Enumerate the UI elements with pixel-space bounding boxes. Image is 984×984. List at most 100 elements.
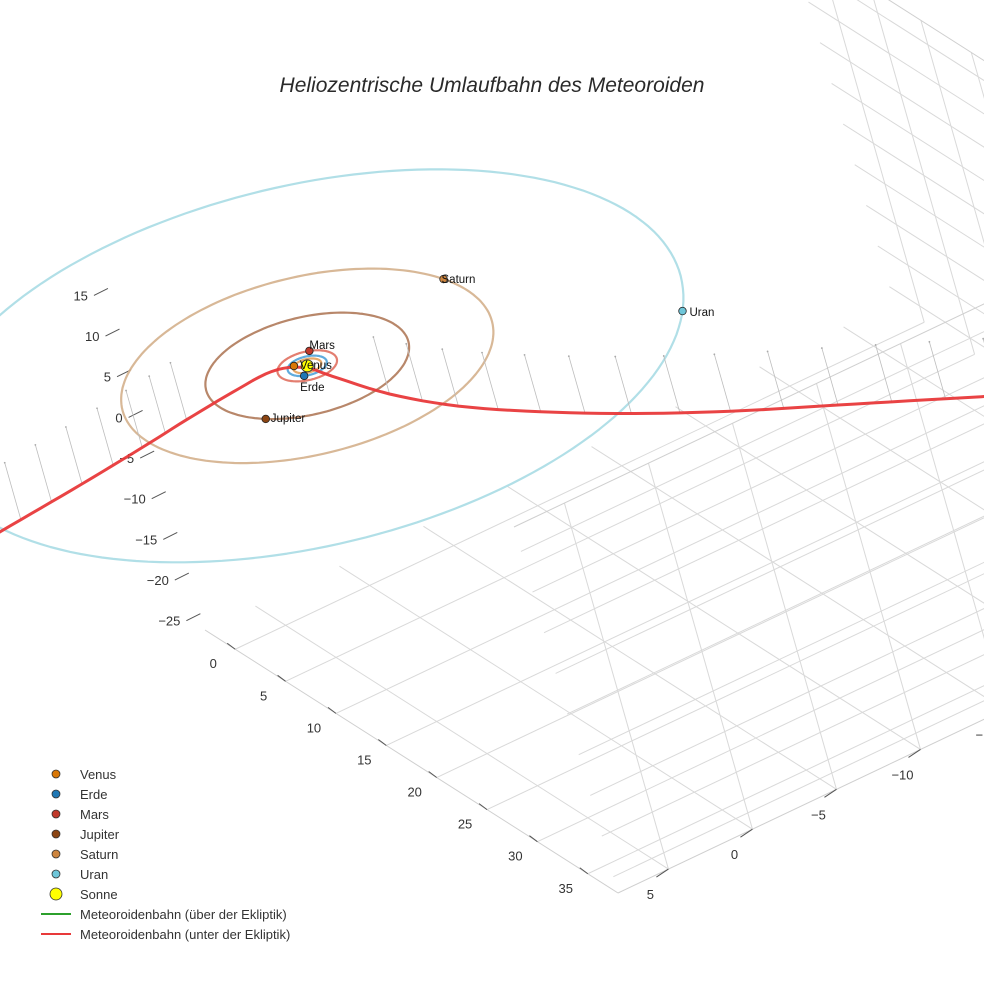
legend-item[interactable]: Jupiter bbox=[38, 824, 290, 844]
legend-item[interactable]: Saturn bbox=[38, 844, 290, 864]
back-wall-grid-line bbox=[601, 654, 984, 837]
box-edge bbox=[204, 629, 619, 894]
x-tick-label: 0 bbox=[210, 656, 217, 671]
back-wall-grid-line bbox=[578, 561, 984, 756]
z-tick-label: 15 bbox=[73, 288, 87, 303]
x-tick-label: 10 bbox=[307, 720, 321, 735]
legend[interactable]: Venus Erde Mars Jupiter Saturn Uran Sonne Meteo… bbox=[38, 764, 290, 944]
side-wall-grid-line bbox=[865, 204, 984, 281]
floor-grid-line bbox=[423, 525, 837, 790]
drop-line bbox=[170, 362, 187, 420]
drop-line bbox=[34, 444, 52, 502]
floor-grid-line bbox=[507, 486, 921, 750]
legend-line-icon bbox=[38, 924, 76, 944]
drop-line-cap bbox=[523, 353, 526, 356]
drop-line-cap bbox=[928, 340, 931, 343]
floor-grid-line bbox=[591, 446, 984, 698]
legend-item[interactable]: Mars bbox=[38, 804, 290, 824]
x-tick bbox=[378, 739, 387, 746]
drop-line bbox=[148, 376, 166, 434]
legend-item[interactable]: Erde bbox=[38, 784, 290, 804]
planet-label: Saturn bbox=[442, 274, 476, 286]
legend-marker-icon bbox=[38, 824, 76, 844]
drop-line-cap bbox=[567, 355, 570, 358]
z-tick-label: 0 bbox=[115, 410, 122, 425]
legend-marker-icon bbox=[38, 884, 76, 904]
floor-grid-line bbox=[486, 573, 984, 811]
planet-mars bbox=[305, 346, 314, 356]
back-wall-grid-line bbox=[613, 700, 984, 878]
y-tick-label: −15 bbox=[975, 728, 984, 743]
legend-label: Sonne bbox=[80, 886, 118, 902]
side-wall-grid-line bbox=[877, 245, 984, 315]
x-tick bbox=[327, 706, 337, 714]
y-tick-label: −10 bbox=[891, 767, 913, 782]
data-layer: Venus Erde Mars Jupiter Saturn Uran bbox=[0, 168, 984, 564]
floor-grid-line bbox=[235, 321, 925, 650]
legend-item[interactable]: Meteoroidenbahn (über der Ekliptik) bbox=[38, 904, 290, 924]
x-tick bbox=[428, 771, 437, 778]
floor-grid-line bbox=[843, 326, 984, 417]
planet-uran bbox=[678, 306, 687, 316]
z-tick bbox=[105, 328, 120, 337]
back-wall-grid-line bbox=[731, 423, 837, 790]
planet-jupiter bbox=[261, 414, 270, 424]
legend-label: Saturn bbox=[80, 846, 119, 862]
legend-label: Venus bbox=[80, 766, 117, 782]
orbit-mars bbox=[276, 349, 339, 383]
x-tick-label: 20 bbox=[407, 785, 421, 800]
side-wall-grid-line bbox=[873, 0, 976, 355]
side-wall-grid-line bbox=[856, 0, 984, 82]
box-edge bbox=[888, 0, 984, 62]
drop-line bbox=[125, 390, 143, 448]
legend-item[interactable]: Venus bbox=[38, 764, 290, 784]
drop-line-cap bbox=[3, 461, 6, 464]
drop-line bbox=[568, 356, 586, 414]
side-wall-grid-line bbox=[819, 42, 984, 148]
x-tick-label: 25 bbox=[458, 817, 472, 832]
drop-line bbox=[405, 343, 423, 401]
drop-line-cap bbox=[481, 351, 483, 354]
back-wall-grid-line bbox=[532, 377, 984, 593]
drop-line-cap bbox=[372, 336, 375, 338]
x-tick bbox=[579, 867, 589, 875]
drop-line bbox=[875, 344, 893, 402]
drop-line-cap bbox=[766, 350, 769, 353]
floor-grid-line bbox=[339, 565, 753, 830]
y-tick-label: −5 bbox=[811, 807, 826, 822]
side-wall-grid-line bbox=[842, 123, 984, 215]
axis-layer: 05101520253035−30−25−20−15−10−505−25−20−… bbox=[73, 287, 984, 902]
drop-line-cap bbox=[405, 342, 408, 345]
grid-layer bbox=[204, 0, 984, 894]
back-wall-grid-line bbox=[816, 383, 921, 750]
planet-label: Jupiter bbox=[271, 413, 306, 425]
legend-marker-icon bbox=[38, 864, 76, 884]
drop-line-cap bbox=[96, 407, 98, 410]
chart-title: Heliozentrische Umlaufbahn des Meteoroid… bbox=[279, 74, 705, 97]
legend-line-icon bbox=[38, 904, 76, 924]
drop-line-cap bbox=[874, 344, 877, 346]
floor-grid-line bbox=[759, 366, 984, 511]
x-tick bbox=[529, 835, 538, 843]
z-tick bbox=[128, 409, 143, 418]
z-tick-label: −15 bbox=[135, 532, 157, 547]
x-tick-label: 15 bbox=[357, 752, 371, 767]
y-tick bbox=[656, 868, 669, 878]
side-wall-grid-line bbox=[832, 0, 925, 323]
side-wall-grid-line bbox=[920, 20, 984, 245]
orbit-uran bbox=[0, 168, 685, 564]
legend-label: Mars bbox=[80, 806, 109, 822]
floor-grid-line bbox=[386, 461, 984, 746]
orbit-erde bbox=[286, 354, 328, 378]
legend-label: Erde bbox=[80, 786, 108, 802]
legend-item[interactable]: Meteoroidenbahn (unter der Ekliptik) bbox=[38, 924, 290, 944]
drop-line bbox=[713, 354, 731, 412]
planet-label: Erde bbox=[300, 382, 324, 394]
drop-line bbox=[614, 356, 632, 414]
legend-item[interactable]: Uran bbox=[38, 864, 290, 884]
floor-grid-line bbox=[436, 517, 984, 778]
side-wall-grid-line bbox=[889, 286, 984, 348]
z-tick bbox=[174, 572, 190, 581]
legend-item[interactable]: Sonne bbox=[38, 884, 290, 904]
